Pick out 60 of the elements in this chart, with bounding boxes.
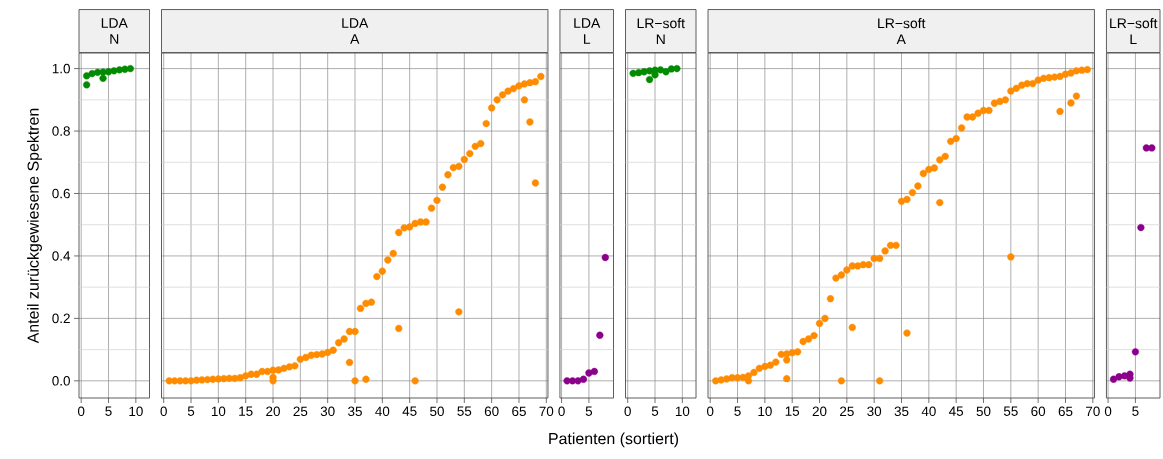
x-tick-label: 15 bbox=[239, 406, 253, 416]
x-tick-label: 10 bbox=[211, 406, 226, 417]
x-tick-label: 10 bbox=[758, 406, 772, 417]
y-tick-label: 1.0 bbox=[52, 63, 70, 74]
x-tick-label: 5 bbox=[585, 406, 593, 416]
x-tick-label: 60 bbox=[484, 406, 499, 417]
x-tick-label: 20 bbox=[812, 406, 827, 417]
x-tick-label: 70 bbox=[539, 406, 554, 417]
x-tick-label: 45 bbox=[402, 406, 417, 416]
x-tick-label: 10 bbox=[129, 406, 143, 417]
x-tick-label: 20 bbox=[266, 406, 280, 417]
x-tick-label: 0 bbox=[624, 406, 631, 417]
x-tick-label: 15 bbox=[785, 406, 800, 416]
x-tick-label: 0 bbox=[160, 406, 167, 417]
x-tick-label: 70 bbox=[1086, 406, 1100, 417]
x-tick-label: 40 bbox=[921, 406, 936, 417]
chart-subtitle: A bbox=[350, 34, 360, 44]
x-tick-label: 5 bbox=[187, 406, 195, 416]
chart-title: LDA bbox=[342, 18, 369, 28]
chart-subtitle: N bbox=[110, 34, 119, 44]
y-tick-label: 0.0 bbox=[52, 376, 70, 386]
x-tick-label: 5 bbox=[1132, 406, 1139, 416]
chart-title: LDA bbox=[574, 18, 601, 28]
chart-title: LR−soft bbox=[878, 18, 926, 29]
chart-title: LDA bbox=[101, 18, 128, 28]
x-tick-label: 55 bbox=[457, 406, 472, 416]
x-tick-label: 0 bbox=[77, 406, 85, 417]
x-tick-label: 25 bbox=[293, 406, 308, 417]
x-tick-label: 35 bbox=[894, 406, 909, 417]
x-tick-label: 0 bbox=[707, 406, 714, 417]
x-tick-label: 50 bbox=[430, 406, 444, 417]
x-tick-label: 5 bbox=[734, 406, 741, 416]
x-tick-label: 65 bbox=[1058, 406, 1073, 417]
x-tick-label: 50 bbox=[976, 406, 991, 417]
chart-subtitle: L bbox=[583, 34, 591, 44]
chart-title: LR−soft bbox=[637, 18, 685, 29]
x-tick-label: 30 bbox=[320, 406, 335, 417]
x-tick-label: 40 bbox=[375, 406, 390, 417]
chart-subtitle: A bbox=[896, 34, 906, 45]
x-axis-title: Patienten (sortiert) bbox=[549, 432, 679, 448]
y-tick-label: 0.2 bbox=[52, 313, 70, 324]
x-tick-label: 10 bbox=[675, 406, 690, 417]
x-tick-label: 45 bbox=[949, 406, 964, 416]
x-tick-label: 0 bbox=[1104, 406, 1112, 417]
x-tick-label: 55 bbox=[1003, 406, 1018, 416]
x-tick-label: 35 bbox=[348, 406, 362, 417]
chart-title: LR−soft bbox=[1110, 18, 1158, 29]
x-tick-label: 0 bbox=[558, 406, 565, 417]
x-tick-label: 60 bbox=[1031, 406, 1046, 417]
x-tick-label: 30 bbox=[867, 406, 882, 417]
x-tick-label: 65 bbox=[512, 406, 526, 417]
x-tick-label: 5 bbox=[105, 406, 112, 416]
chart-subtitle: N bbox=[656, 34, 665, 45]
x-tick-label: 25 bbox=[840, 406, 854, 417]
chart-subtitle: L bbox=[1130, 34, 1137, 45]
y-tick-label: 0.6 bbox=[52, 188, 70, 199]
y-tick-label: 0.8 bbox=[52, 126, 70, 136]
y-axis-title: Anteil zurückgewiesene Spektren bbox=[27, 108, 42, 344]
x-tick-label: 5 bbox=[651, 406, 659, 416]
y-tick-label: 0.4 bbox=[52, 251, 71, 261]
